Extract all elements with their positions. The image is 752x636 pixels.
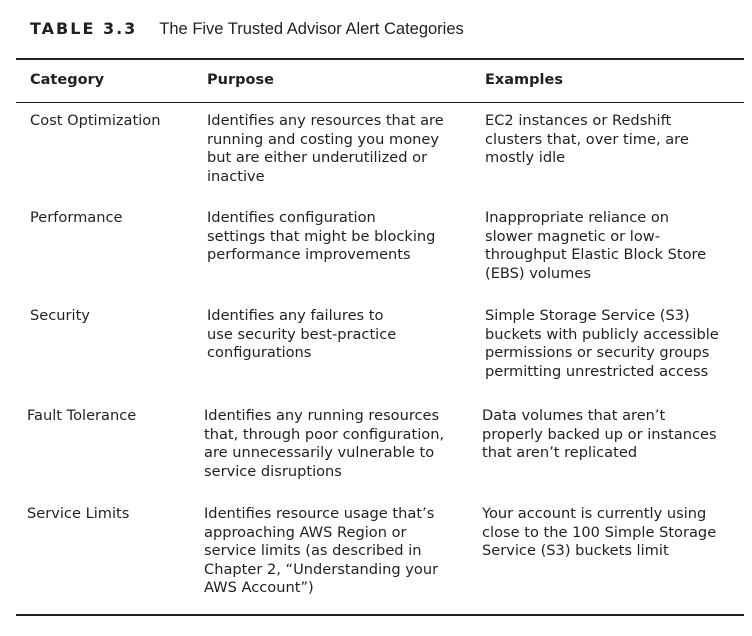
row-examples: EC2 instances or Redshift clusters that,… xyxy=(485,112,689,167)
row-examples: Data volumes that aren’t properly backed… xyxy=(482,407,717,462)
row-category: Fault Tolerance xyxy=(27,407,137,424)
table-number: TABLE 3.3 xyxy=(30,19,138,38)
header-purpose: Purpose xyxy=(207,72,274,88)
row-examples: Inappropriate reliance on slower magneti… xyxy=(485,209,707,282)
row-purpose: Identifies configuration settings that m… xyxy=(207,209,436,264)
header-rule xyxy=(16,102,744,103)
row-category: Security xyxy=(30,307,90,324)
bottom-rule xyxy=(16,614,744,616)
row-examples: Simple Storage Service (S3) buckets with… xyxy=(485,307,719,380)
table-title: The Five Trusted Advisor Alert Categorie… xyxy=(159,20,464,38)
header-examples: Examples xyxy=(485,72,563,88)
row-purpose: Identifies any running resources that, t… xyxy=(204,407,445,480)
row-purpose: Identifies resource usage that’s approac… xyxy=(204,505,439,597)
row-category: Cost Optimization xyxy=(30,112,161,129)
header-category: Category xyxy=(30,72,105,88)
row-purpose: Identifies any resources that are runnin… xyxy=(207,112,444,185)
row-category: Service Limits xyxy=(27,505,130,522)
row-purpose: Identifies any failures to use security … xyxy=(207,307,397,362)
table-caption: TABLE 3.3 The Five Trusted Advisor Alert… xyxy=(30,19,464,43)
row-examples: Your account is currently using close to… xyxy=(482,505,717,560)
row-category: Performance xyxy=(30,209,123,226)
top-rule xyxy=(16,58,744,60)
